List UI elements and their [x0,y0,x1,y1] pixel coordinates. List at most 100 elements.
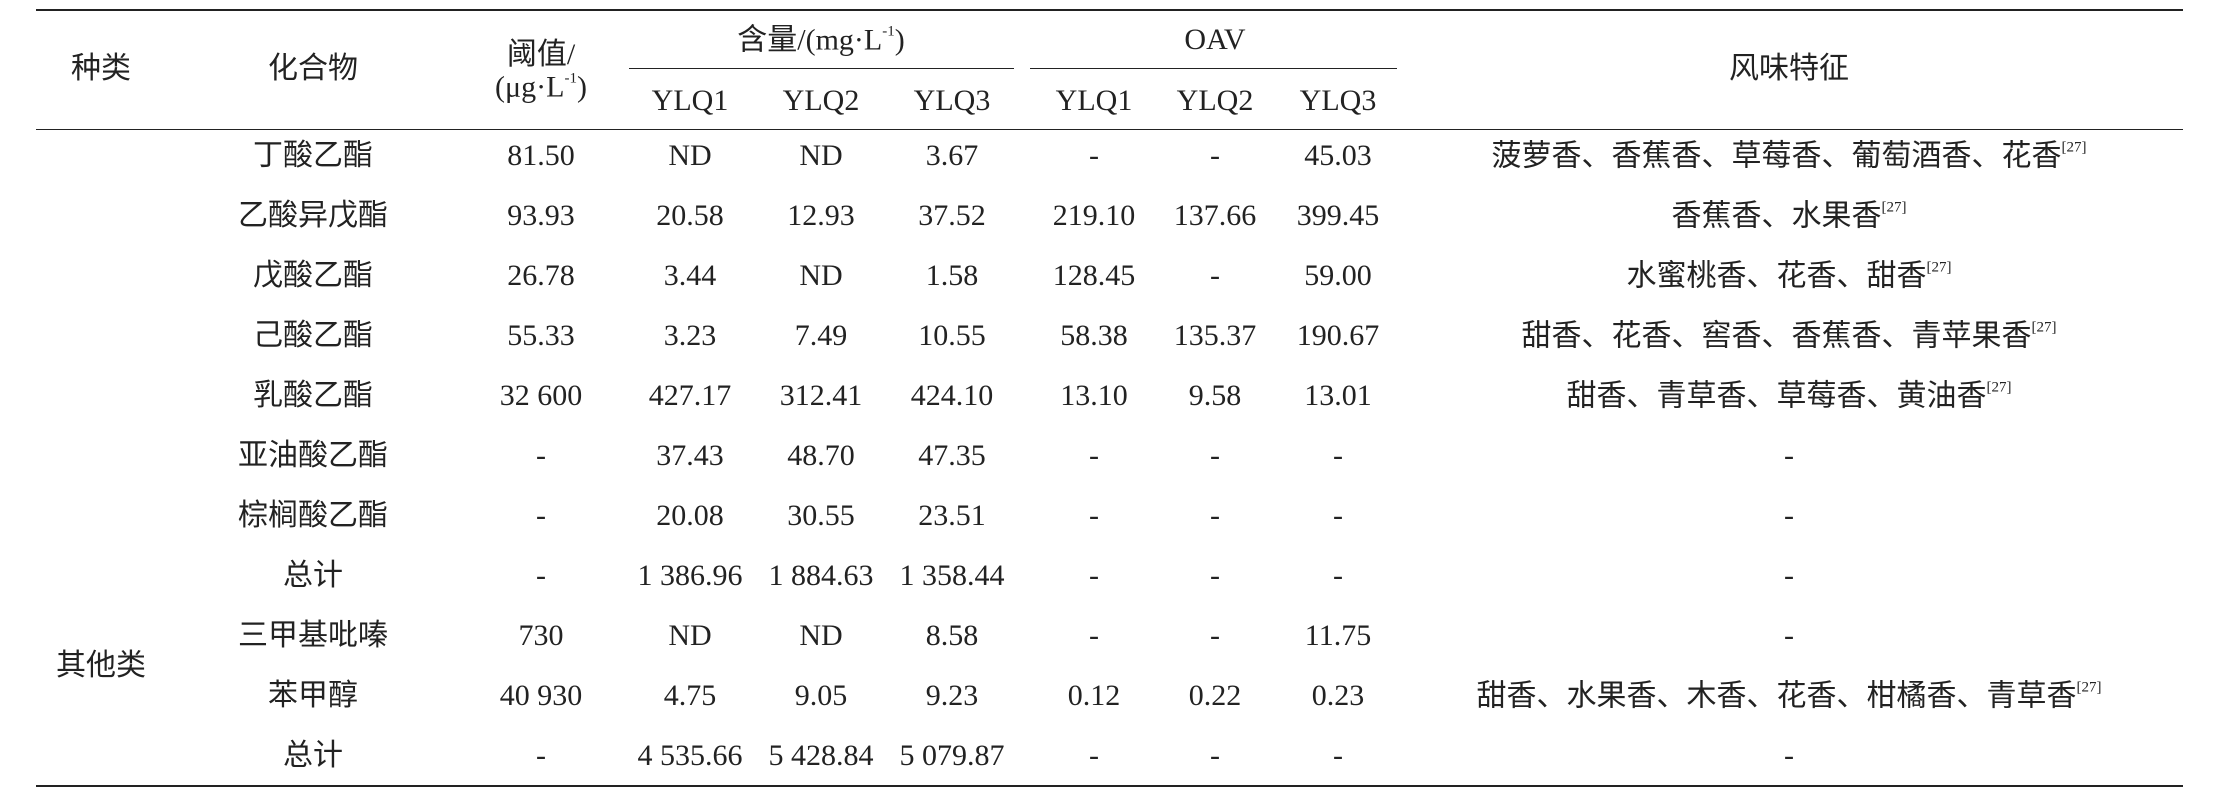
value-cell: 5 079.87 [899,739,1005,772]
value-cell: 0.23 [1311,679,1365,712]
value-cell: - [1089,559,1099,592]
flavor-part: [27] [2076,679,2102,696]
flavor-header: 风味特征 [1729,52,1849,85]
value-cell: 23.51 [918,499,986,532]
value-cell: - [1210,619,1220,652]
sample-header: YLQ3 [1299,84,1377,117]
value-cell: 81.50 [507,139,575,172]
value-cell: 190.67 [1296,319,1380,352]
value-cell: 93.93 [507,199,575,232]
compound: 己酸乙酯 [253,319,373,352]
compound: 棕榈酸乙酯 [238,499,388,532]
value-cell: - [1210,259,1220,292]
value-cell: 13.01 [1304,379,1372,412]
sample-header: YLQ1 [1055,84,1133,117]
value-cell: 3.67 [925,139,979,172]
value-cell: 4.75 [663,679,717,712]
content-header: 含量/(mg·L-1) [737,23,905,57]
value-cell: 219.10 [1052,199,1136,232]
flavor-part: [27] [2031,319,2057,336]
flavor: 甜香、水果香、木香、花香、柑橘香、青草香[27] [1477,679,2102,712]
flavor: 水蜜桃香、花香、甜香[27] [1626,259,1952,293]
value-cell: 45.03 [1304,139,1372,172]
value-cell: - [1089,499,1099,532]
flavor-part: [27] [1986,379,2012,396]
value-cell: ND [668,139,712,172]
value-cell: 37.52 [918,199,986,232]
value-cell: 10.55 [918,319,986,352]
value-cell: 1 386.96 [637,559,743,592]
value-cell: ND [799,259,843,292]
flavor-part: 甜香、青草香、草莓香、黄油香 [1566,379,1987,413]
compound: 乙酸异戊酯 [238,199,388,232]
value-cell: 30.55 [787,499,855,532]
value-cell: 0.22 [1188,679,1242,712]
value-cell: - [1210,739,1220,772]
content-header-part: 含量/(mg·L [737,23,883,57]
value-cell: 4 535.66 [637,739,743,772]
flavor: - [1784,739,1794,772]
value-cell: 5 428.84 [768,739,874,772]
value-cell: - [536,499,546,532]
value-cell: 7.49 [794,319,848,352]
value-cell: 135.37 [1173,319,1257,352]
compound: 乳酸乙酯 [253,379,373,412]
flavor-part: [27] [1926,259,1952,276]
value-cell: 55.33 [507,319,575,352]
value-cell: 13.10 [1060,379,1128,412]
flavor: - [1784,499,1794,532]
compound: 苯甲醇 [268,679,358,712]
flavor: - [1784,439,1794,472]
value-cell: 12.93 [787,199,855,232]
value-cell: 0.12 [1067,679,1121,712]
value-cell: 9.58 [1188,379,1242,412]
value-cell: 1 358.44 [899,559,1005,592]
value-cell: 20.08 [656,499,724,532]
compound: 戊酸乙酯 [253,259,373,292]
sample-header: YLQ3 [913,84,991,117]
oav-rule [1030,68,1397,69]
flavor: - [1784,619,1794,652]
value-cell: - [1089,739,1099,772]
flavor-part: 水蜜桃香、花香、甜香 [1626,259,1927,293]
group-label: 其他类 [56,649,146,682]
content-rule [629,68,1014,69]
value-cell: 3.23 [663,319,717,352]
content-header-part: ) [894,23,905,57]
value-cell: - [1089,139,1099,172]
value-cell: 58.38 [1060,319,1128,352]
value-cell: ND [799,139,843,172]
value-cell: 730 [518,619,564,652]
flavor-part: 甜香、花香、窖香、香蕉香、青苹果香 [1521,319,2032,353]
flavor: - [1784,559,1794,592]
value-cell: 32 600 [499,379,583,412]
value-cell: - [536,739,546,772]
bottom-rule [36,785,2183,787]
value-cell: 312.41 [779,379,863,412]
sample-header: YLQ2 [782,84,860,117]
value-cell: - [1210,439,1220,472]
value-cell: 40 930 [499,679,583,712]
sample-header: YLQ2 [1176,84,1254,117]
threshold-unit-part: -1 [564,70,577,87]
value-cell: 9.23 [925,679,979,712]
category-header: 种类 [71,52,131,85]
value-cell: 59.00 [1304,259,1372,292]
value-cell: 11.75 [1304,619,1372,652]
value-cell: - [1333,499,1343,532]
value-cell: 48.70 [787,439,855,472]
value-cell: 8.58 [925,619,979,652]
value-cell: 3.44 [663,259,717,292]
threshold-header: 阈值/ [506,38,576,71]
value-cell: - [1210,499,1220,532]
compound: 总计 [283,739,343,772]
value-cell: ND [799,619,843,652]
flavor-part: 菠萝香、香蕉香、草莓香、葡萄酒香、花香 [1491,139,2062,173]
sample-header: YLQ1 [651,84,729,117]
value-cell: 26.78 [507,259,575,292]
value-cell: - [1210,139,1220,172]
value-cell: 37.43 [656,439,724,472]
threshold-unit-part: ) [576,70,587,104]
top-rule [36,9,2183,11]
